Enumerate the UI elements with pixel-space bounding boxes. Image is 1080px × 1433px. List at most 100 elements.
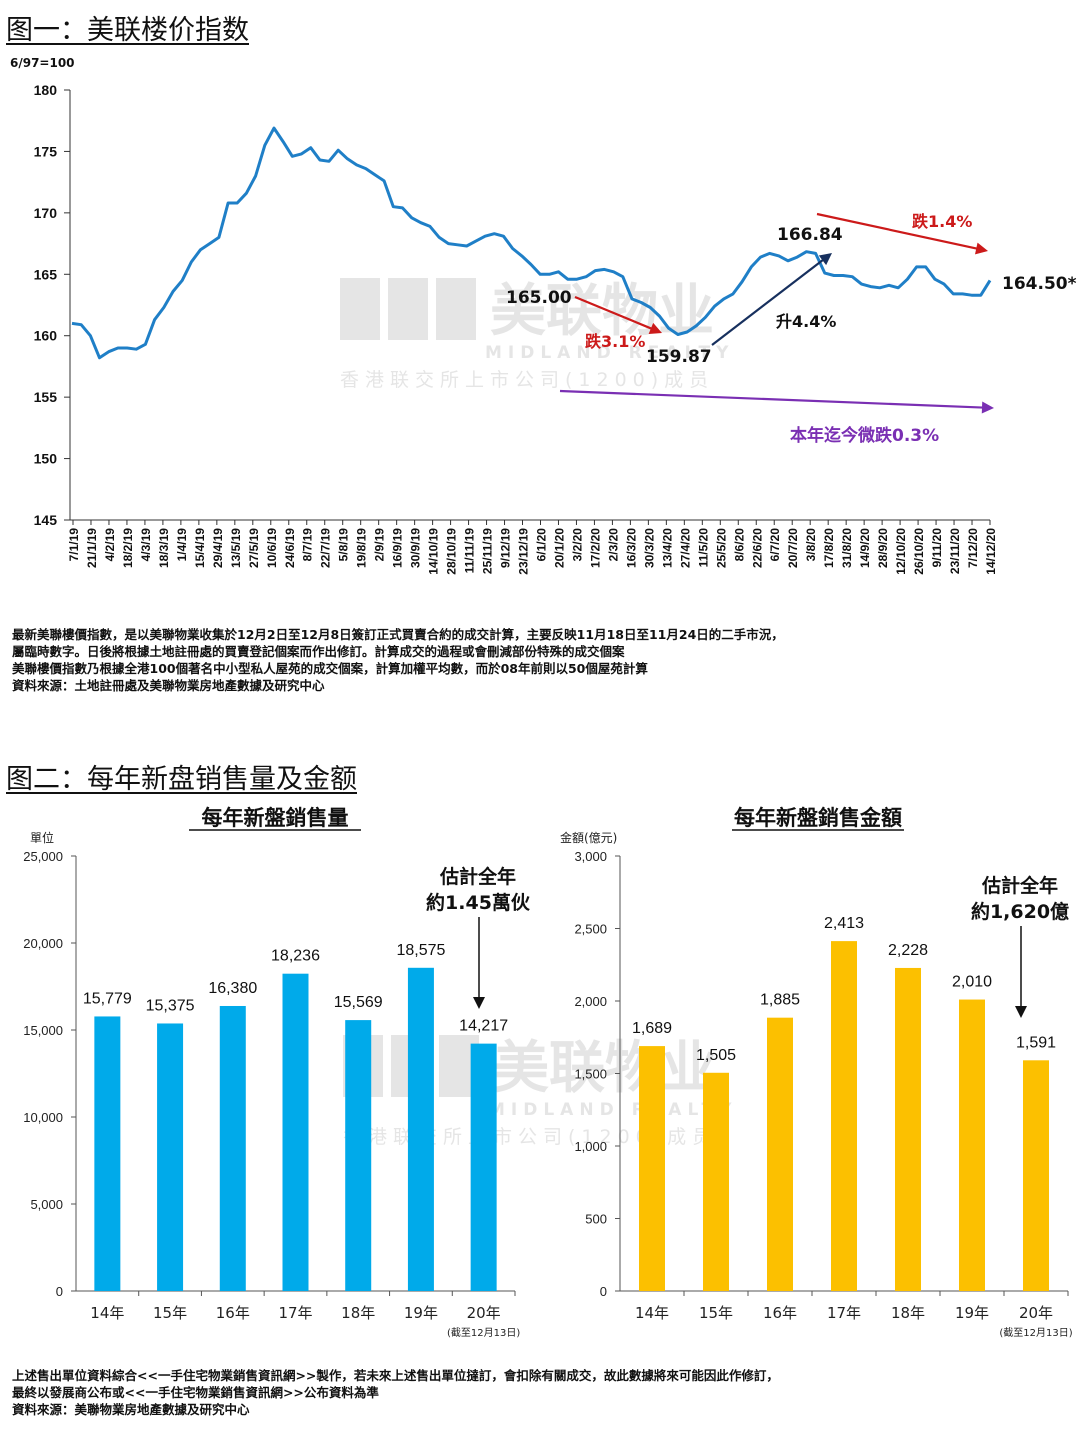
- bar-value-label: 1,885: [760, 992, 800, 1009]
- estimate-annotation-line1: 估計全年: [981, 874, 1058, 897]
- estimate-arrow-head: [473, 997, 485, 1009]
- y-tick-label: 1,000: [574, 1139, 607, 1154]
- x-tick-label: 11/5/20: [696, 528, 710, 568]
- y-tick-label: 150: [34, 451, 58, 467]
- x-tick-label: 18年: [891, 1304, 925, 1322]
- x-tick-label: 25/11/19: [481, 528, 495, 574]
- estimate-annotation-line2: 約1,620億: [971, 900, 1069, 923]
- y-tick-label: 175: [34, 143, 58, 159]
- bar-value-label: 15,779: [83, 990, 132, 1007]
- estimate-annotation-line1: 估計全年: [439, 865, 516, 888]
- bar-value-label: 14,217: [459, 1018, 508, 1035]
- x-tick-label: 11/11/19: [463, 528, 477, 574]
- bar: [1023, 1060, 1049, 1291]
- x-tick-label: 14/12/20: [984, 528, 998, 575]
- x-tick-label: 27/5/19: [247, 528, 261, 568]
- x-tick-label: 2/3/20: [606, 528, 620, 562]
- bar: [767, 1017, 793, 1291]
- note-line: 上述售出單位資料綜合<<一手住宅物業銷售資訊網>>製作，若未來上述售出單位撻訂，…: [12, 1368, 779, 1383]
- x-tick-label: 10/6/19: [265, 528, 279, 568]
- bar: [703, 1072, 729, 1291]
- x-tick-label: 4/3/19: [139, 528, 153, 562]
- x-tick-label: 16年: [216, 1304, 250, 1322]
- x-tick-label: 6/7/20: [768, 528, 782, 562]
- x-tick-label: 16/3/20: [624, 528, 638, 568]
- x-tick-label: 2/9/19: [373, 528, 387, 562]
- annotation-159: 159.87: [646, 347, 712, 367]
- x-tick-label: 22/7/19: [319, 528, 333, 568]
- bar: [157, 1023, 184, 1291]
- x-tick-label: 14/10/19: [427, 528, 441, 575]
- bar-value-label: 1,505: [696, 1047, 736, 1064]
- y-tick-label: 0: [600, 1284, 607, 1299]
- x-tick-label: 17年: [827, 1304, 861, 1322]
- x-tick-label: 18/3/19: [157, 528, 171, 568]
- x-tick-label: 9/12/19: [499, 528, 513, 568]
- arrow-down-2: [816, 212, 981, 251]
- watermark-logo-icon: [388, 278, 428, 340]
- y-tick-label: 3,000: [574, 849, 607, 864]
- x-tick-label: 20/1/20: [552, 528, 566, 568]
- bar-value-label: 1,591: [1016, 1034, 1056, 1051]
- x-category-note: (截至12月13日): [999, 1326, 1072, 1339]
- bar-chart-title: 每年新盤銷售量: [202, 806, 349, 830]
- y-tick-label: 500: [585, 1212, 607, 1227]
- bar: [639, 1046, 665, 1291]
- x-tick-label: 15/4/19: [193, 528, 207, 568]
- x-category-note: (截至12月13日): [447, 1326, 520, 1339]
- y-tick-label: 25,000: [23, 849, 63, 864]
- y-tick-label: 165: [34, 266, 58, 282]
- figure2-heading: 图二：每年新盘销售量及金额: [6, 764, 357, 795]
- bar-chart-title: 每年新盤銷售金額: [734, 806, 902, 830]
- x-tick-label: 22/6/20: [750, 528, 764, 568]
- note-source: 資料來源：土地註冊處及美聯物業房地產數據及研究中心: [12, 678, 325, 693]
- bar-value-label: 15,375: [146, 997, 195, 1014]
- x-tick-label: 5/8/19: [337, 528, 351, 562]
- y-tick-label: 160: [34, 328, 58, 344]
- y-tick-label: 170: [34, 205, 58, 221]
- annotation-latest: 164.50*: [1002, 274, 1077, 294]
- x-tick-label: 7/1/19: [67, 528, 81, 562]
- annotation-166: 166.84: [777, 225, 843, 245]
- bar: [219, 1005, 246, 1291]
- watermark-logo-icon: [340, 278, 380, 340]
- x-tick-label: 16年: [763, 1304, 797, 1322]
- x-tick-label: 8/6/20: [732, 528, 746, 562]
- x-tick-label: 26/10/20: [912, 528, 926, 575]
- watermark-tagline: 香港联交所上市公司(1200)成员: [343, 1126, 717, 1148]
- x-tick-label: 30/9/19: [409, 528, 423, 568]
- x-tick-label: 19/8/19: [355, 528, 369, 568]
- x-tick-label: 3/2/20: [570, 528, 584, 562]
- bar: [407, 967, 434, 1291]
- bar-value-label: 1,689: [632, 1020, 672, 1037]
- x-tick-label: 20年: [1019, 1304, 1053, 1322]
- y-tick-label: 180: [34, 82, 58, 98]
- x-tick-label: 4/2/19: [103, 528, 117, 562]
- x-tick-label: 13/5/19: [229, 528, 243, 568]
- estimate-annotation-line2: 約1.45萬伙: [426, 891, 531, 914]
- note-source: 資料來源：美聯物業房地產數據及研究中心: [12, 1402, 250, 1417]
- x-tick-label: 30/3/20: [642, 528, 656, 568]
- watermark-brand-en: MIDLAND REALTY: [485, 343, 734, 363]
- x-tick-label: 14年: [635, 1304, 669, 1322]
- x-tick-label: 23/12/19: [517, 528, 531, 575]
- x-tick-label: 12/10/20: [894, 528, 908, 575]
- x-tick-label: 3/8/20: [804, 528, 818, 562]
- y-tick-label: 20,000: [23, 936, 63, 951]
- bar-value-label: 18,575: [396, 942, 445, 959]
- annotation-drop-3-1: 跌3.1%: [585, 332, 645, 351]
- arrow-down-1-head: [648, 322, 662, 334]
- x-tick-label: 9/11/20: [930, 528, 944, 568]
- bar-value-label: 15,569: [334, 994, 383, 1011]
- arrow-up-head: [818, 253, 832, 266]
- x-tick-label: 19年: [404, 1304, 438, 1322]
- watermark-brand: 美联物业: [493, 1036, 717, 1101]
- x-tick-label: 15年: [699, 1304, 733, 1322]
- x-tick-label: 18/2/19: [121, 528, 135, 568]
- bar: [345, 1020, 372, 1291]
- x-tick-label: 24/6/19: [283, 528, 297, 568]
- bar-value-label: 16,380: [208, 980, 257, 997]
- x-tick-label: 8/7/19: [301, 528, 315, 562]
